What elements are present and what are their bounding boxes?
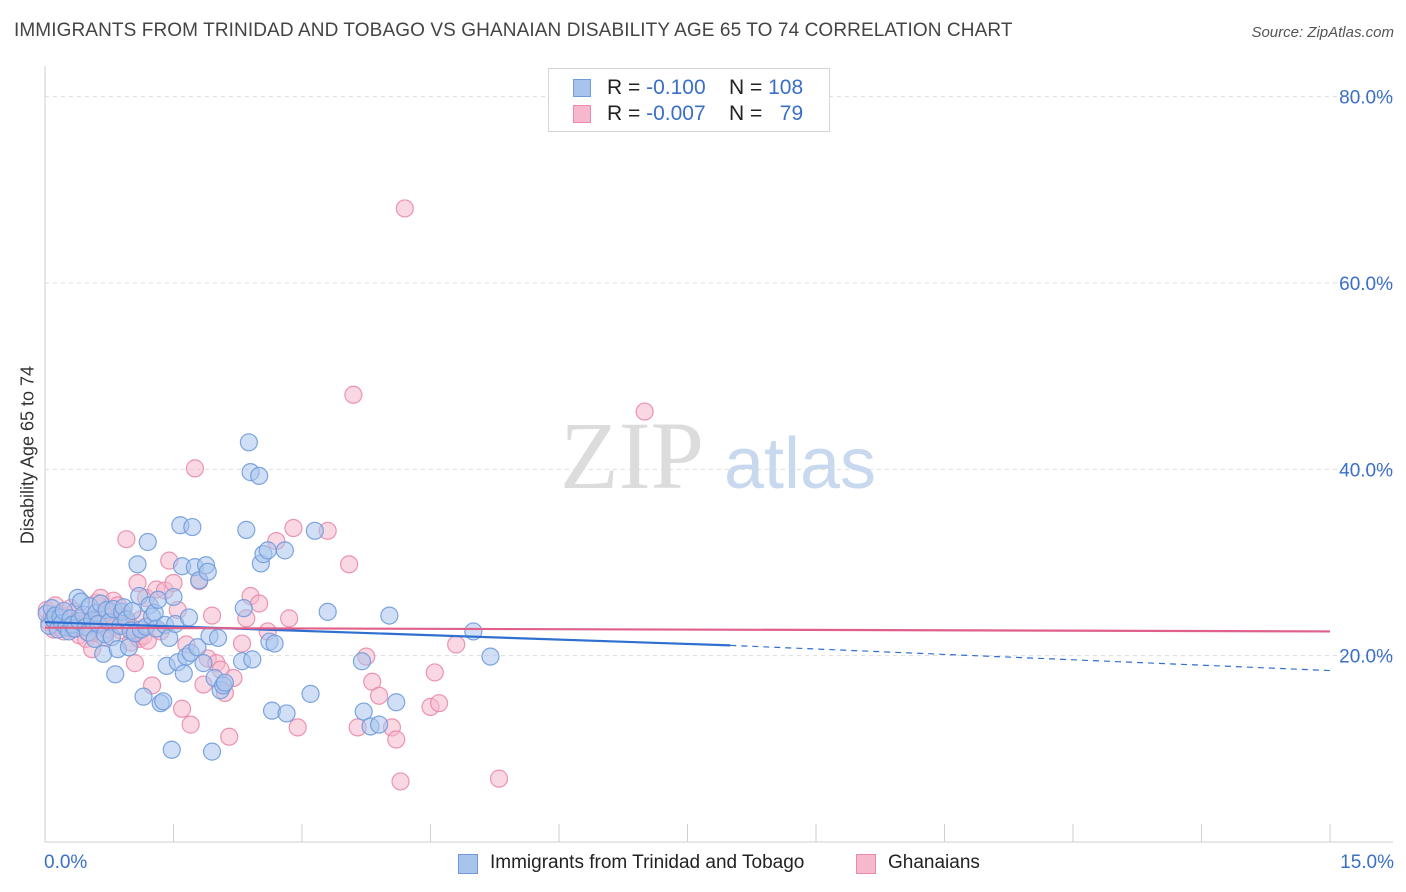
- data-point: [138, 532, 157, 552]
- data-point: [258, 541, 277, 560]
- data-point: [172, 699, 192, 718]
- data-point: [352, 652, 372, 671]
- data-point: [123, 601, 142, 621]
- data-point: [239, 433, 258, 452]
- y-tick-label: 60.0%: [1339, 274, 1393, 295]
- data-point: [391, 772, 410, 791]
- data-point: [354, 702, 373, 721]
- legend-label: Ghanaians: [888, 852, 980, 873]
- data-point: [280, 609, 299, 628]
- data-point: [395, 199, 414, 218]
- source-note: Source: ZipAtlas.com: [1251, 24, 1394, 41]
- data-point: [174, 664, 193, 683]
- legend-n-label: N =: [729, 102, 763, 125]
- data-point: [635, 402, 654, 421]
- data-point: [202, 742, 222, 761]
- data-point: [208, 628, 228, 648]
- data-point: [237, 520, 256, 539]
- legend-r-label: R =: [607, 76, 641, 99]
- data-point: [265, 634, 284, 653]
- data-point: [429, 694, 449, 713]
- data-point: [447, 635, 466, 654]
- data-point: [106, 665, 125, 684]
- y-tick-label: 80.0%: [1339, 88, 1393, 109]
- legend-r-label: R =: [607, 102, 641, 125]
- data-point: [275, 541, 294, 560]
- chart-title: IMMIGRANTS FROM TRINIDAD AND TOBAGO VS G…: [14, 20, 1013, 41]
- data-point: [344, 385, 363, 404]
- data-point: [387, 730, 406, 749]
- series-trinidad: [37, 433, 500, 761]
- watermark: ZIP atlas: [560, 402, 876, 509]
- data-point: [128, 555, 147, 574]
- data-point: [305, 521, 324, 540]
- y-tick-label: 40.0%: [1339, 460, 1393, 481]
- data-point: [148, 590, 168, 609]
- data-point: [318, 602, 337, 621]
- data-point: [481, 647, 500, 666]
- trend-line-trinidad: [44, 621, 731, 647]
- legend-swatch-blue: [458, 854, 478, 874]
- stats-legend: R = -0.100 N = 108 R = -0.007 N = 79: [548, 68, 830, 132]
- data-point: [250, 594, 269, 613]
- data-point: [215, 673, 234, 692]
- data-point: [162, 740, 181, 759]
- data-point: [370, 686, 389, 705]
- data-point: [387, 693, 406, 712]
- legend-swatch-pink: [856, 854, 876, 874]
- data-point: [183, 517, 202, 537]
- watermark-zip: ZIP: [560, 402, 704, 509]
- y-tick-label: 20.0%: [1339, 647, 1393, 668]
- data-point: [234, 599, 253, 618]
- grid: [45, 96, 1393, 657]
- data-point: [181, 715, 200, 734]
- legend-n-value: 79: [779, 102, 804, 125]
- data-point: [425, 663, 444, 682]
- x-tick-min: 0.0%: [44, 852, 88, 873]
- data-point: [489, 769, 509, 788]
- data-point: [134, 687, 153, 706]
- legend-label: Immigrants from Trinidad and Tobago: [490, 852, 805, 873]
- data-point: [125, 654, 145, 673]
- data-point: [370, 715, 389, 734]
- data-point: [380, 606, 399, 625]
- axes: [44, 66, 1393, 843]
- data-point: [340, 555, 359, 574]
- data-point: [232, 634, 252, 653]
- legend-n-label: N =: [729, 76, 763, 99]
- data-point: [250, 466, 269, 485]
- watermark-atlas: atlas: [724, 424, 876, 504]
- legend-r-value: -0.100: [646, 76, 706, 99]
- data-point: [220, 727, 239, 746]
- data-point: [301, 684, 320, 703]
- data-point: [164, 587, 183, 607]
- trend-line-ghanaians: [44, 626, 1331, 633]
- data-point: [179, 608, 199, 627]
- data-point: [277, 704, 296, 723]
- data-point: [154, 692, 173, 711]
- data-point: [117, 530, 136, 549]
- x-tick-max: 15.0%: [1340, 852, 1394, 873]
- data-point: [185, 459, 205, 478]
- legend-swatch-blue: [573, 79, 591, 97]
- legend-r-value: -0.007: [646, 102, 706, 125]
- data-point: [202, 606, 222, 625]
- data-point: [284, 518, 303, 538]
- data-point: [188, 638, 207, 657]
- data-point: [198, 562, 217, 581]
- y-tick-labels: 20.0% 40.0% 60.0% 80.0%: [1339, 88, 1393, 668]
- legend-swatch-pink: [573, 105, 591, 123]
- data-point: [194, 654, 213, 673]
- data-point: [243, 650, 262, 669]
- trend-lines: [44, 621, 1331, 672]
- legend-n-value: 108: [768, 76, 804, 99]
- trend-line-trinidad-extension: [730, 644, 1331, 672]
- data-point: [288, 718, 307, 737]
